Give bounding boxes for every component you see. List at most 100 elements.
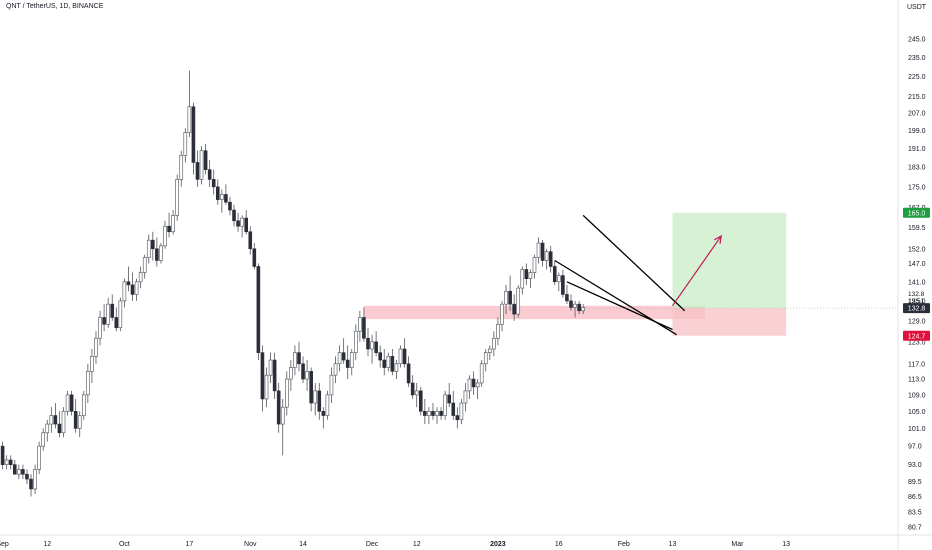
candle-body[interactable] — [264, 374, 269, 400]
candle-body[interactable] — [321, 411, 326, 416]
candle-body[interactable] — [561, 275, 565, 295]
candle-body[interactable] — [224, 194, 228, 203]
candle-body[interactable] — [41, 432, 46, 447]
candle-body[interactable] — [297, 352, 301, 365]
candle-body[interactable] — [557, 275, 561, 283]
candle-body[interactable] — [496, 323, 500, 339]
candle-body[interactable] — [49, 415, 54, 425]
candle-body[interactable] — [349, 352, 354, 368]
candle-body[interactable] — [272, 359, 277, 392]
candle-body[interactable] — [203, 150, 208, 170]
candle-body[interactable] — [260, 352, 265, 400]
candle-body[interactable] — [61, 411, 66, 434]
candle-body[interactable] — [183, 132, 188, 156]
candle-body[interactable] — [167, 225, 171, 233]
candle-body[interactable] — [82, 394, 86, 416]
candle-body[interactable] — [354, 330, 358, 353]
candle-body[interactable] — [215, 186, 220, 200]
candle-body[interactable] — [240, 217, 244, 227]
candle-body[interactable] — [8, 459, 13, 465]
candle-body[interactable] — [406, 363, 411, 384]
candle-body[interactable] — [244, 217, 248, 233]
candle-body[interactable] — [25, 473, 29, 480]
candle-body[interactable] — [90, 356, 94, 372]
candle-body[interactable] — [293, 352, 297, 368]
candle-body[interactable] — [544, 251, 549, 261]
candle-body[interactable] — [325, 394, 330, 416]
candle-body[interactable] — [333, 363, 338, 376]
candle-body[interactable] — [455, 415, 460, 421]
candle-body[interactable] — [447, 394, 452, 404]
candle-body[interactable] — [280, 406, 285, 425]
candle-body[interactable] — [467, 378, 472, 392]
candle-body[interactable] — [439, 411, 443, 416]
candle-body[interactable] — [98, 317, 102, 339]
candle-body[interactable] — [252, 248, 257, 267]
candle-body[interactable] — [540, 242, 545, 261]
candle-body[interactable] — [236, 220, 240, 227]
candle-body[interactable] — [301, 363, 305, 380]
candle-body[interactable] — [179, 155, 184, 180]
candle-body[interactable] — [0, 445, 5, 465]
candle-body[interactable] — [463, 390, 468, 404]
candle-body[interactable] — [479, 363, 484, 384]
candle-body[interactable] — [276, 390, 281, 425]
candle-body[interactable] — [512, 303, 516, 315]
candle-body[interactable] — [232, 209, 236, 222]
candle-body[interactable] — [45, 423, 50, 434]
candle-body[interactable] — [516, 287, 521, 315]
candle-body[interactable] — [122, 281, 127, 302]
candle-body[interactable] — [57, 423, 62, 434]
candle-body[interactable] — [77, 415, 82, 429]
projection-arrow[interactable] — [672, 235, 722, 307]
candle-body[interactable] — [289, 367, 293, 380]
candle-body[interactable] — [569, 300, 573, 308]
candle-body[interactable] — [581, 307, 585, 312]
candle-body[interactable] — [102, 317, 106, 325]
candle-body[interactable] — [366, 337, 370, 350]
candle-body[interactable] — [134, 281, 139, 295]
candle-body[interactable] — [378, 352, 382, 361]
candle-body[interactable] — [187, 106, 192, 133]
candle-body[interactable] — [418, 390, 423, 412]
candle-body[interactable] — [191, 106, 196, 163]
candle-body[interactable] — [317, 390, 322, 412]
candle-body[interactable] — [138, 272, 143, 283]
candle-body[interactable] — [155, 248, 159, 261]
candle-body[interactable] — [33, 469, 37, 490]
candle-body[interactable] — [151, 239, 155, 250]
candle-body[interactable] — [552, 266, 557, 283]
candle-body[interactable] — [53, 415, 58, 425]
candle-body[interactable] — [390, 356, 395, 372]
candle-body[interactable] — [345, 359, 350, 368]
candle-body[interactable] — [118, 300, 123, 329]
candle-body[interactable] — [114, 317, 119, 329]
candle-body[interactable] — [305, 371, 309, 380]
candle-body[interactable] — [500, 303, 504, 325]
candle-body[interactable] — [248, 231, 253, 250]
candle-body[interactable] — [29, 478, 33, 490]
candle-body[interactable] — [414, 390, 419, 396]
trendline[interactable] — [566, 281, 673, 331]
candle-body[interactable] — [268, 359, 273, 376]
candle-body[interactable] — [195, 162, 200, 180]
candle-body[interactable] — [199, 150, 204, 180]
candle-body[interactable] — [548, 251, 553, 267]
candle-body[interactable] — [475, 382, 480, 388]
candle-body[interactable] — [524, 269, 529, 279]
candle-body[interactable] — [12, 464, 17, 475]
candle-body[interactable] — [171, 215, 175, 233]
candle-body[interactable] — [110, 303, 115, 318]
candle-body[interactable] — [220, 194, 224, 200]
candle-body[interactable] — [86, 371, 90, 396]
candle-body[interactable] — [402, 348, 407, 365]
candle-body[interactable] — [370, 341, 374, 350]
candle-body[interactable] — [451, 402, 456, 416]
candle-body[interactable] — [471, 378, 476, 388]
candle-body[interactable] — [358, 317, 362, 332]
candle-body[interactable] — [159, 245, 163, 261]
candle-body[interactable] — [37, 445, 41, 470]
candle-body[interactable] — [520, 269, 525, 289]
candle-body[interactable] — [126, 281, 131, 286]
candle-body[interactable] — [4, 459, 9, 465]
